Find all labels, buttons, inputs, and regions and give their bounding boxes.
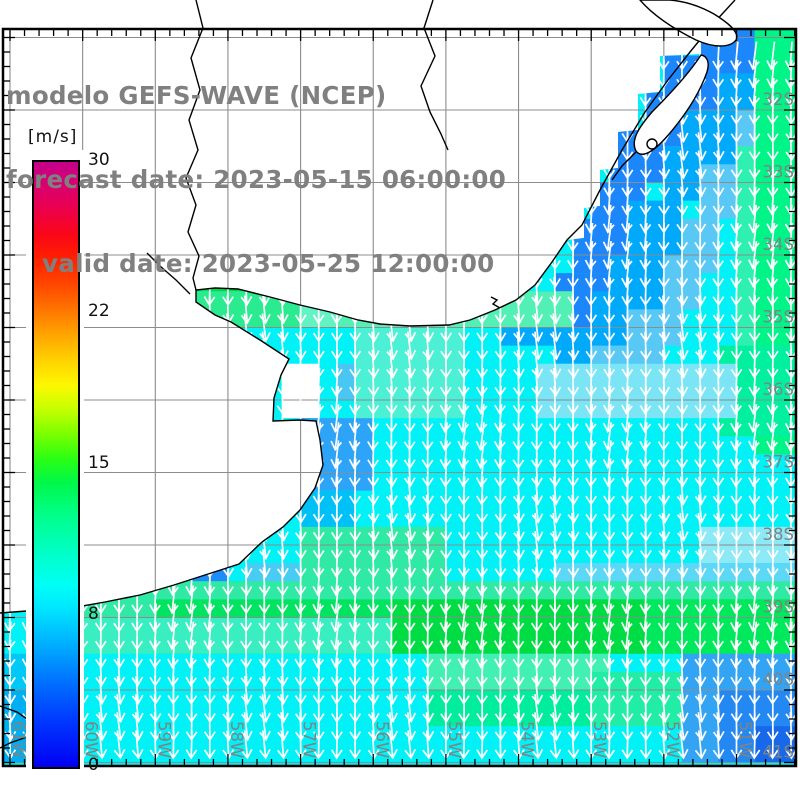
colorbar-tick-label: 30 [88,150,110,170]
longitude-label: 51W [736,721,755,758]
colorbar-unit-label: [m/s] [28,127,78,147]
longitude-label: 54W [518,721,537,758]
longitude-label: 56W [372,721,391,758]
longitude-label: 55W [445,721,464,758]
longitude-label: 60W [82,721,101,758]
model-title: modelo GEFS-WAVE (NCEP) [6,81,387,110]
colorbar-tick-label: 22 [88,301,110,322]
map-frame [1,27,798,768]
latitude-label: 34S [763,235,794,254]
colorbar-tick-label: 15 [88,452,110,473]
forecast-date-label: forecast date: 2023-05-15 06:00:00 [6,165,507,194]
longitude-label: 61W [9,721,28,758]
axis-ticks [3,29,796,766]
latitude-label: 35S [763,308,794,327]
colorbar-tick-label: 0 [88,755,99,775]
latitude-label: 32S [763,90,794,109]
lagoon-outline [639,0,738,47]
lagoon-outline [633,54,709,155]
coastline-layer [0,0,738,749]
latitude-label: 33S [763,163,794,182]
longitude-label: 58W [227,721,246,758]
latitude-label: 40S [763,670,794,689]
colorbar-tick-label: 8 [88,603,99,624]
plot-title-block: modelo GEFS-WAVE (NCEP) forecast date: 2… [6,26,506,334]
axis-labels: 32S 33S 34S 35S 36S 37S 38S 39S 40S 41S 61W 60W 59W 5… [9,90,794,762]
colorbar-gradient [32,160,80,769]
longitude-label: 57W [300,721,319,758]
latitude-label: 38S [763,525,794,544]
longitude-label: 59W [154,721,173,758]
longitude-label: 53W [590,721,609,758]
latitude-label: 41S [763,743,794,762]
latitude-label: 36S [763,380,794,399]
latitude-label: 39S [763,598,794,617]
valid-date-label: valid date: 2023-05-25 12:00:00 [42,249,495,278]
longitude-label: 52W [663,721,682,758]
lagoon-pond-outline [646,138,658,150]
latitude-label: 37S [763,453,794,472]
